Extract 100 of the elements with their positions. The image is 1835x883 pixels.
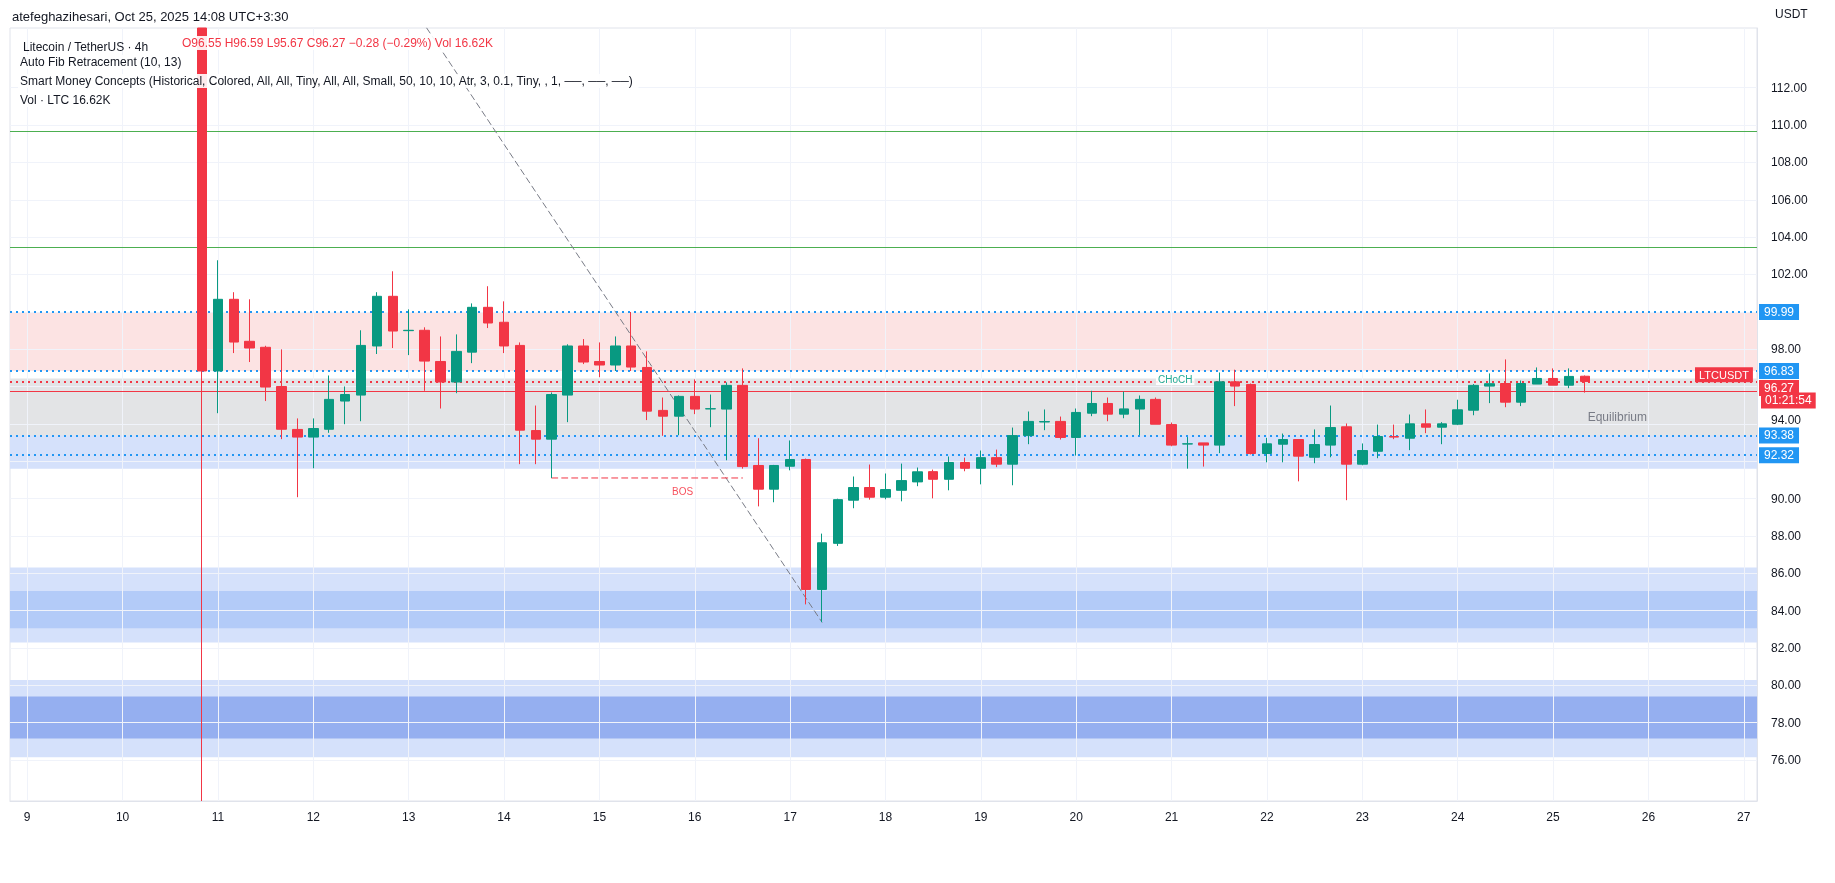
- candlestick: [896, 463, 907, 502]
- candlestick: [928, 469, 938, 499]
- candlestick: [1150, 397, 1161, 425]
- candlestick: [658, 397, 668, 437]
- candlestick: [1405, 414, 1415, 451]
- candlestick: [1325, 405, 1336, 458]
- candlestick: [292, 417, 303, 498]
- annotation: Vol · LTC 16.62K: [20, 93, 111, 107]
- candlestick: [610, 335, 621, 372]
- x-tick-label: 11: [211, 810, 225, 824]
- y-tick-label: 86.00: [1771, 566, 1802, 581]
- y-tick-label: 76.00: [1771, 752, 1802, 767]
- candlestick: [626, 311, 636, 372]
- annotation: O96.55 H96.59 L95.67 C96.27 −0.28 (−0.29%) Vol 16.62K: [182, 36, 493, 50]
- candlestick: [1357, 442, 1368, 466]
- candlestick: [674, 394, 684, 436]
- y-tick-label: 94.00: [1771, 412, 1802, 427]
- candlestick: [1468, 383, 1479, 416]
- candlestick: [499, 300, 509, 354]
- candlestick: [546, 391, 557, 479]
- candlestick: [340, 385, 350, 425]
- candlestick: [1055, 416, 1066, 441]
- x-tick-label: 21: [1164, 810, 1179, 824]
- candlestick: [721, 381, 732, 461]
- candlestick: [594, 341, 605, 378]
- candlestick: [1389, 424, 1399, 440]
- candlestick: [1182, 436, 1193, 470]
- annotation: LTCUSDT: [1699, 368, 1750, 381]
- candlestick: [801, 458, 811, 605]
- candlestick: [1087, 390, 1097, 417]
- y-tick-label: 98.00: [1771, 342, 1802, 357]
- candlestick: [308, 417, 319, 469]
- annotation: Smart Money Concepts (Historical, Colored, All, All, Tiny, All, All, Small, 50, 10, 10, Atr, 3, 0.1, Tiny, , 1, ──, ──, ──): [20, 74, 633, 88]
- candlestick: [244, 298, 255, 363]
- x-tick-label: 20: [1069, 810, 1084, 824]
- candlestick: [1278, 433, 1288, 463]
- candlestick: [578, 338, 589, 365]
- text: 01:21:54: [1765, 393, 1813, 408]
- candlestick: [912, 467, 923, 487]
- candlestick: [1007, 427, 1018, 486]
- candlestick: [229, 291, 239, 354]
- candlestick: [1039, 408, 1050, 431]
- y-tick-label: 102.00: [1771, 267, 1809, 282]
- candlestick: [531, 405, 541, 465]
- ref-line-label: 96.27: [1764, 381, 1795, 395]
- candlestick: [467, 302, 477, 364]
- ref-line-label: 99.99: [1764, 304, 1795, 319]
- x-tick-label: 26: [1641, 810, 1656, 824]
- candlestick: [960, 457, 970, 472]
- candlestick: [1564, 367, 1574, 389]
- candlestick: [864, 464, 875, 501]
- x-tick-label: 9: [23, 810, 31, 824]
- candlestick: [1293, 439, 1304, 482]
- x-tick-label: 14: [497, 810, 512, 824]
- candlestick: [785, 439, 795, 471]
- candlestick: [1214, 371, 1225, 454]
- x-tick-label: 19: [974, 810, 988, 824]
- candlestick: [388, 270, 398, 349]
- candlestick: [1437, 421, 1447, 445]
- candlestick: [324, 374, 334, 434]
- candlestick: [880, 473, 891, 500]
- y-tick-label: 90.00: [1771, 491, 1802, 506]
- candlestick: [976, 450, 986, 485]
- candlestick: [769, 464, 779, 503]
- x-tick-label: 16: [688, 810, 702, 824]
- candlestick: [1484, 372, 1495, 404]
- candlestick: [991, 449, 1002, 468]
- candlestick: [1119, 391, 1129, 419]
- y-tick-label: 112.00: [1771, 80, 1808, 95]
- candlestick: [1135, 394, 1145, 436]
- candlestick: [451, 333, 462, 394]
- candlestick: [1071, 408, 1081, 457]
- candlestick: [1532, 366, 1542, 385]
- ref-line-label: 92.32: [1764, 448, 1795, 463]
- candlestick: [817, 533, 827, 623]
- candlestick: [1023, 411, 1034, 445]
- candlestick: [1103, 397, 1113, 422]
- candlestick: [705, 394, 716, 428]
- candlestick: [213, 259, 223, 414]
- candlestick: [372, 291, 382, 355]
- y-axis-title: USDT: [1775, 7, 1809, 21]
- text: Litecoin / TetherUS · 4h: [23, 40, 149, 54]
- x-tick-label: 23: [1355, 810, 1370, 824]
- candlestick: [1262, 437, 1272, 463]
- x-tick-label: 25: [1546, 810, 1561, 824]
- y-tick-label: 80.00: [1771, 678, 1802, 693]
- x-tick-label: 24: [1450, 810, 1465, 824]
- candlestick: [1309, 428, 1320, 464]
- y-tick-label: 82.00: [1771, 640, 1802, 655]
- y-tick-label: 84.00: [1771, 603, 1802, 618]
- y-tick-label: 108.00: [1771, 155, 1809, 170]
- x-tick-label: 13: [401, 810, 416, 824]
- candlestick: [1166, 422, 1177, 447]
- y-tick-label: 78.00: [1771, 715, 1802, 730]
- candlestick: [1516, 380, 1526, 407]
- candlestick: [1198, 442, 1209, 468]
- annotation: Auto Fib Retracement (10, 13): [20, 55, 182, 69]
- candlestick: [1452, 399, 1463, 426]
- x-tick-label: 22: [1260, 810, 1274, 824]
- x-tick-label: 17: [783, 810, 798, 824]
